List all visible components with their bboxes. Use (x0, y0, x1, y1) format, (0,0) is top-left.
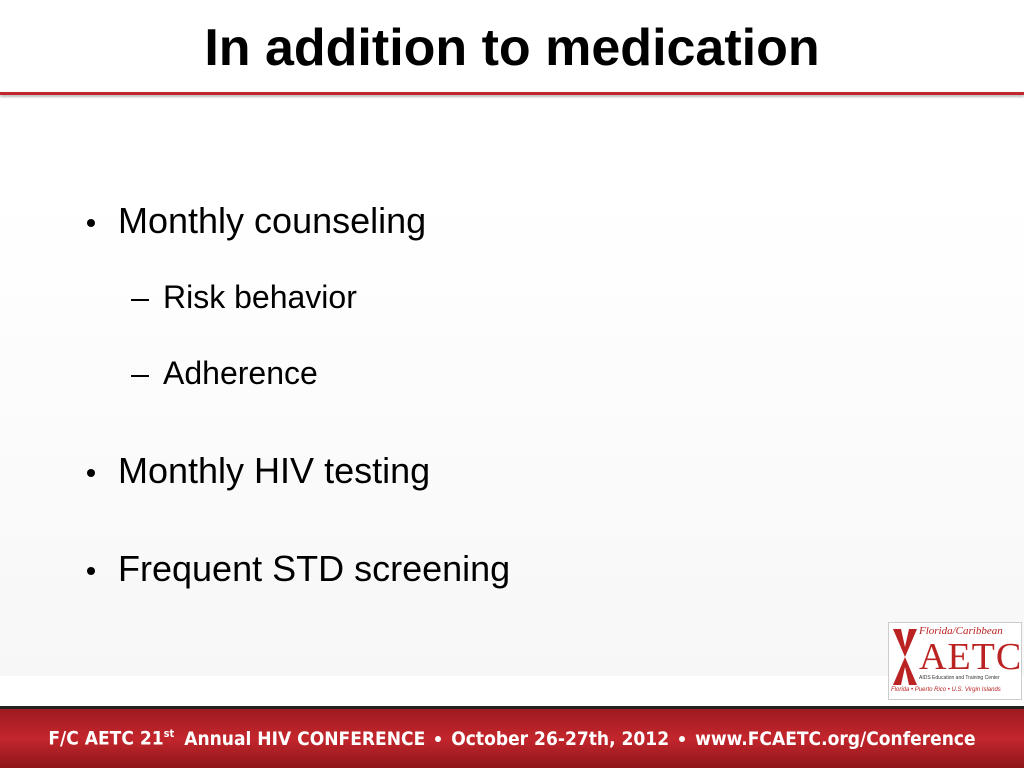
sub-bullet: Adherence (131, 355, 318, 391)
logo-icon (893, 629, 917, 685)
logo-subtitle: AIDS Education and Training Center (919, 675, 1000, 681)
footer: F/C AETC 21st Annual HIV CONFERENCE Octo… (0, 706, 1024, 768)
footer-text: F/C AETC 21 (48, 727, 164, 750)
bullet: Monthly HIV testing (86, 450, 431, 491)
title-rule (0, 92, 1024, 95)
logo: Florida/Caribbean AETC AIDS Education an… (888, 622, 1022, 700)
footer-text: Annual HIV CONFERENCE (184, 727, 426, 750)
bullet: Monthly counseling (86, 200, 427, 241)
slide-body (0, 196, 1024, 676)
sub-bullet: Risk behavior (131, 279, 357, 315)
logo-name: AETC (919, 636, 1023, 678)
logo-top: Florida/Caribbean (919, 625, 1003, 637)
logo-regions: Florida • Puerto Rico • U.S. Virgin Isla… (891, 687, 1001, 693)
footer-text: www.FCAETC.org/Conference (695, 727, 976, 750)
separator (679, 735, 686, 742)
slide-title: In addition to medication (204, 19, 820, 77)
separator (435, 735, 442, 742)
footer-group: F/C AETC 21st (48, 727, 174, 749)
bullet: Frequent STD screening (86, 548, 511, 589)
footer-text: October 26-27th, 2012 (451, 727, 670, 750)
footer-sup: st (163, 727, 175, 741)
